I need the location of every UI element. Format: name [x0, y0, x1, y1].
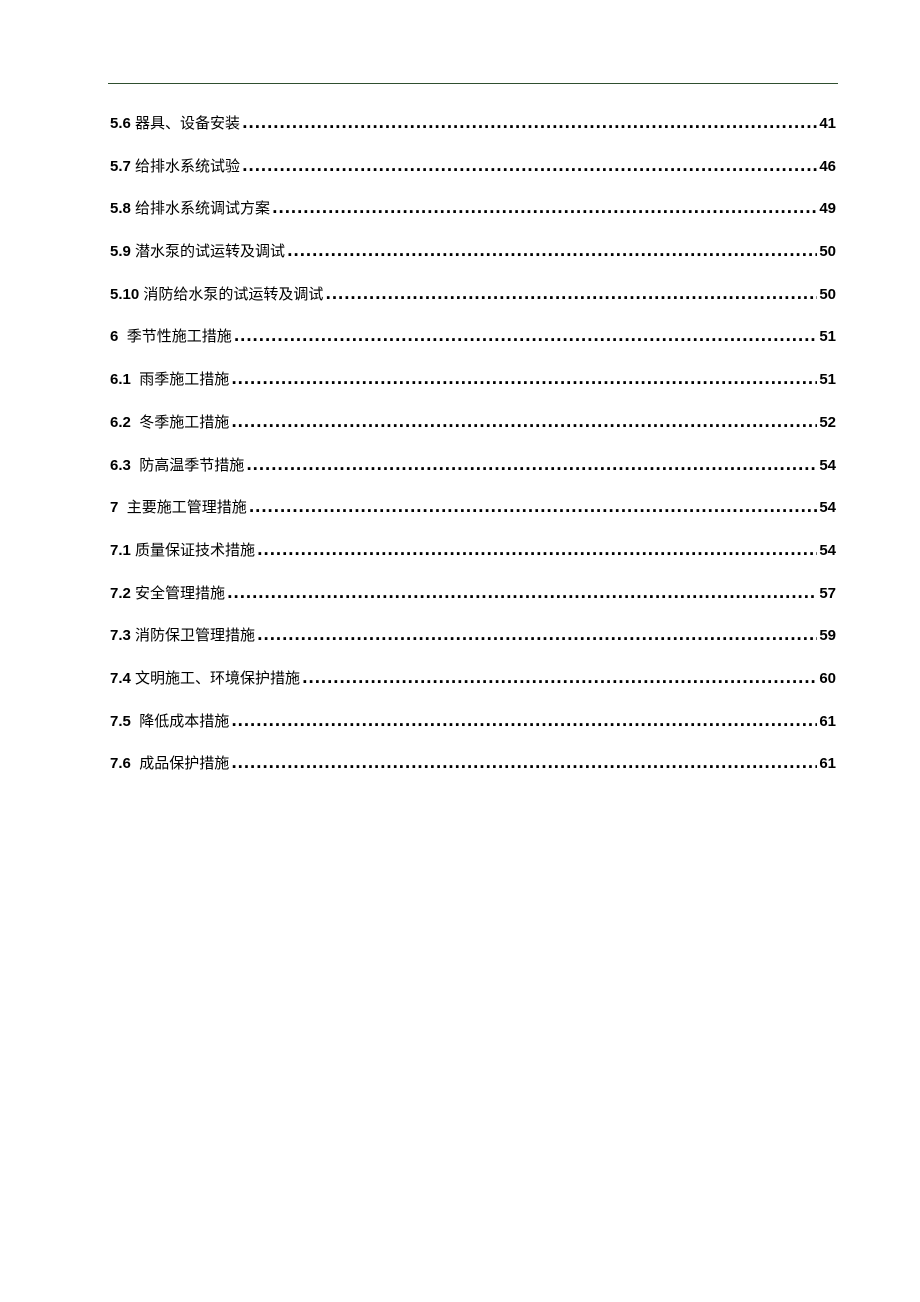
toc-entry-page: 50 — [819, 285, 836, 303]
toc-dot-leader — [246, 456, 817, 474]
toc-entry-title: 潜水泵的试运转及调试 — [135, 242, 286, 261]
toc-entry-number: 7.4 — [110, 669, 136, 687]
toc-entry[interactable]: 7.1 质量保证技术措施 54 — [110, 539, 836, 582]
toc-entry-number: 7 — [110, 499, 127, 517]
toc-entry[interactable]: 7.5 降低成本措施 61 — [110, 710, 836, 753]
toc-entry-page: 51 — [819, 328, 836, 346]
toc-entry-number: 7.5 — [110, 712, 140, 730]
toc-entry[interactable]: 5.6 器具、设备安装 41 — [110, 112, 836, 155]
toc-dot-leader — [231, 712, 817, 730]
toc-dot-leader — [242, 114, 817, 132]
toc-entry-page: 61 — [819, 712, 836, 730]
toc-entry-title: 消防给水泵的试运转及调试 — [143, 284, 324, 303]
toc-entry[interactable]: 7.4 文明施工、环境保护措施 60 — [110, 667, 836, 710]
toc-entry[interactable]: 5.10 消防给水泵的试运转及调试 50 — [110, 283, 836, 326]
toc-entry-page: 61 — [819, 755, 836, 773]
toc-entry-number: 5.9 — [110, 243, 136, 261]
header-rule — [108, 83, 838, 84]
table-of-contents: 5.6 器具、设备安装 41 5.7 给排水系统试验 46 5.8 给排水系统调试方案 4… — [110, 112, 836, 795]
toc-entry-title: 给排水系统调试方案 — [135, 199, 271, 218]
toc-dot-leader — [231, 370, 817, 388]
toc-dot-leader — [272, 199, 817, 217]
toc-entry-number: 5.6 — [110, 115, 136, 132]
toc-entry-title: 给排水系统试验 — [135, 156, 241, 175]
toc-entry[interactable]: 7.6 成品保护措施 61 — [110, 752, 836, 795]
toc-entry-number: 5.7 — [110, 157, 136, 175]
toc-dot-leader — [249, 498, 818, 516]
toc-dot-leader — [257, 541, 817, 559]
toc-entry-title: 主要施工管理措施 — [126, 498, 247, 517]
toc-entry[interactable]: 7.2 安全管理措施 57 — [110, 582, 836, 625]
toc-entry-page: 60 — [819, 669, 836, 687]
toc-entry-page: 59 — [819, 627, 836, 645]
toc-entry-number: 6.2 — [110, 413, 140, 431]
toc-entry-page: 51 — [819, 371, 836, 389]
toc-entry-page: 46 — [819, 157, 836, 175]
toc-entry-page: 54 — [819, 541, 836, 559]
toc-entry[interactable]: 6.2 冬季施工措施 52 — [110, 411, 836, 454]
toc-dot-leader — [242, 157, 817, 175]
toc-entry-title: 安全管理措施 — [135, 583, 226, 602]
toc-dot-leader — [231, 413, 817, 431]
toc-entry-number: 5.8 — [110, 200, 136, 218]
toc-entry-page: 52 — [819, 413, 836, 431]
toc-entry-number: 6 — [110, 328, 127, 346]
toc-entry-title: 器具、设备安装 — [135, 114, 241, 132]
toc-dot-leader — [227, 584, 817, 602]
toc-entry[interactable]: 6 季节性施工措施 51 — [110, 325, 836, 368]
toc-entry[interactable]: 5.9 潜水泵的试运转及调试 50 — [110, 240, 836, 283]
toc-entry-number: 6.3 — [110, 456, 140, 474]
toc-dot-leader — [302, 669, 817, 687]
toc-entry[interactable]: 6.1 雨季施工措施 51 — [110, 368, 836, 411]
toc-entry-number: 7.3 — [110, 627, 136, 645]
toc-dot-leader — [325, 285, 817, 303]
toc-entry-title: 季节性施工措施 — [126, 327, 232, 346]
toc-entry-page: 54 — [819, 499, 836, 517]
toc-entry-number: 7.2 — [110, 584, 136, 602]
toc-entry-title: 降低成本措施 — [139, 711, 230, 730]
toc-dot-leader — [257, 626, 817, 644]
toc-entry-title: 质量保证技术措施 — [135, 540, 256, 559]
toc-entry-title: 消防保卫管理措施 — [135, 626, 256, 645]
toc-entry[interactable]: 7.3 消防保卫管理措施 59 — [110, 624, 836, 667]
toc-entry-page: 50 — [819, 243, 836, 261]
toc-entry-page: 54 — [819, 456, 836, 474]
toc-entry-title: 雨季施工措施 — [139, 370, 230, 389]
toc-entry-title: 冬季施工措施 — [139, 412, 230, 431]
toc-entry-page: 57 — [819, 584, 836, 602]
toc-entry-title: 文明施工、环境保护措施 — [135, 668, 301, 687]
toc-entry-title: 防高温季节措施 — [139, 455, 245, 474]
toc-entry-number: 5.10 — [110, 285, 144, 303]
toc-dot-leader — [287, 242, 817, 260]
toc-entry-number: 7.1 — [110, 541, 136, 559]
toc-dot-leader — [231, 754, 817, 772]
toc-entry-page: 41 — [819, 115, 836, 132]
toc-entry-number: 7.6 — [110, 755, 140, 773]
toc-dot-leader — [234, 327, 818, 345]
toc-entry[interactable]: 7 主要施工管理措施 54 — [110, 496, 836, 539]
toc-entry[interactable]: 5.8 给排水系统调试方案 49 — [110, 197, 836, 240]
toc-entry[interactable]: 6.3 防高温季节措施 54 — [110, 454, 836, 497]
toc-entry-number: 6.1 — [110, 371, 140, 389]
toc-entry-page: 49 — [819, 200, 836, 218]
toc-entry[interactable]: 5.7 给排水系统试验 46 — [110, 155, 836, 198]
toc-entry-title: 成品保护措施 — [139, 754, 230, 773]
